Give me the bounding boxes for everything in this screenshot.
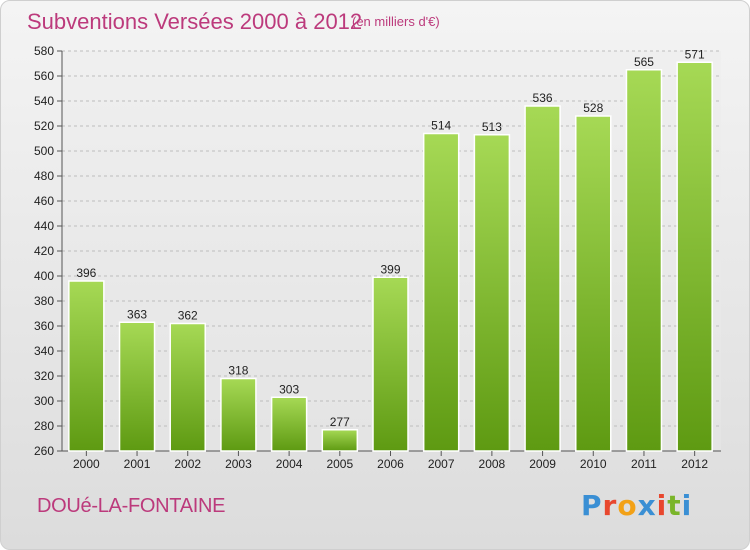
bar [473,134,511,452]
bar-value-label: 513 [482,120,502,134]
y-tick-label: 440 [34,219,54,233]
logo-letter: i [656,489,668,522]
y-tick-label: 420 [34,244,54,258]
chart-unit: (en milliers d'€) [352,14,440,29]
x-tick-label: 2012 [681,457,708,471]
bar [169,322,206,452]
bar [625,69,663,452]
y-tick-label: 260 [34,444,54,458]
y-tick-label: 400 [34,269,54,283]
proxiti-logo: Proxiti [581,489,692,522]
bar [270,396,308,452]
bar-value-label: 514 [431,119,451,133]
logo-letter: x [637,489,657,522]
logo-letter: t [667,489,682,522]
bar [372,276,409,452]
bar [220,377,257,452]
x-tick-label: 2011 [631,457,657,471]
town-name: DOUé-LA-FONTAINE [37,495,226,517]
bar-value-label: 396 [76,266,96,280]
logo-letter: i [681,489,693,522]
x-tick-label: 2003 [225,457,252,471]
y-tick-label: 320 [34,369,54,383]
y-tick-label: 480 [34,169,54,183]
bar-value-label: 363 [127,307,147,321]
y-tick-label: 580 [34,44,54,58]
y-tick-label: 300 [34,394,54,408]
y-tick-label: 280 [34,419,54,433]
y-tick-label: 340 [34,344,54,358]
bar-value-label: 565 [634,55,654,69]
x-tick-label: 2002 [174,457,201,471]
x-tick-label: 2005 [326,457,353,471]
x-tick-label: 2000 [73,457,100,471]
x-tick-label: 2006 [377,457,404,471]
bar [575,115,612,452]
y-tick-label: 540 [34,94,54,108]
logo-letter: r [602,489,618,522]
bar-value-label: 277 [330,415,350,429]
y-tick-label: 520 [34,119,54,133]
bar-value-label: 536 [533,91,553,105]
y-tick-label: 560 [34,69,54,83]
bar [422,132,460,452]
y-tick-label: 500 [34,144,54,158]
x-tick-label: 2007 [428,457,455,471]
x-tick-label: 2008 [479,457,506,471]
logo-letter: P [581,489,603,522]
bar [118,321,156,452]
x-tick-label: 2004 [276,457,303,471]
bar [321,429,359,452]
chart-title: Subventions Versées 2000 à 2012 [27,9,363,34]
x-tick-label: 2009 [529,457,556,471]
x-tick-label: 2010 [580,457,607,471]
bar [524,105,561,452]
bar-value-label: 571 [685,47,705,61]
bar-value-label: 362 [178,309,198,323]
bar [676,61,713,452]
y-tick-label: 360 [34,319,54,333]
bar-value-label: 318 [228,364,248,378]
bar-value-label: 528 [583,101,603,115]
logo-letter: o [617,489,638,522]
bar [68,280,105,452]
x-tick-label: 2001 [124,457,151,471]
bar-value-label: 399 [380,262,400,276]
y-tick-label: 380 [34,294,54,308]
y-tick-label: 460 [34,194,54,208]
bar-value-label: 303 [279,382,299,396]
